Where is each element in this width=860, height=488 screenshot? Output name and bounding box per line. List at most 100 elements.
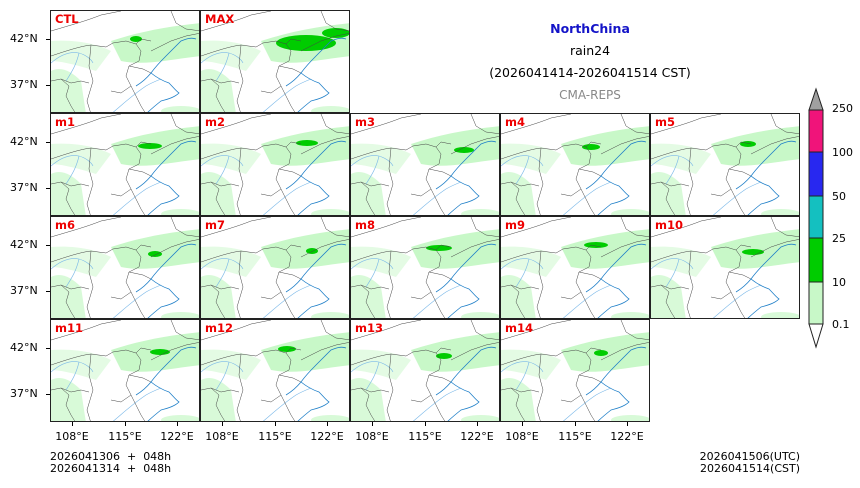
y-tick-label: 42°N: [10, 341, 38, 354]
precip-map: [501, 114, 649, 215]
valid-cst: 2026041514(CST): [700, 462, 800, 475]
y-tick-mark: [46, 291, 50, 292]
period-title: (2026041414-2026041514 CST): [489, 65, 691, 80]
panel-label: m8: [355, 218, 375, 232]
panel-label: m14: [505, 321, 533, 335]
region-title: NorthChina: [550, 21, 630, 36]
panel-label: m4: [505, 115, 525, 129]
valid-time: 2026041506(UTC) 2026041514(CST): [690, 451, 800, 475]
map-panel-m14: m14: [500, 319, 650, 422]
y-tick-mark: [46, 188, 50, 189]
title-block: NorthChina rain24 (2026041414-2026041514…: [440, 18, 740, 106]
precip-map: [51, 114, 199, 215]
variable-title: rain24: [569, 43, 611, 58]
precip-map: [501, 217, 649, 318]
y-tick-mark: [46, 394, 50, 395]
panel-label: m12: [205, 321, 233, 335]
panel-label: m3: [355, 115, 375, 129]
panel-label: m7: [205, 218, 225, 232]
colorbar-graphic: [808, 87, 824, 349]
init-time: 2026041306 + 048h 2026041314 + 048h: [50, 451, 171, 475]
x-tick-mark: [275, 422, 276, 426]
x-tick-mark: [72, 422, 73, 426]
precip-map: [201, 11, 349, 112]
y-tick-label: 37°N: [10, 284, 38, 297]
precip-map: [51, 11, 199, 112]
colorbar-label-25: 25: [832, 232, 846, 245]
panel-label: CTL: [55, 12, 79, 26]
colorbar-label-10: 10: [832, 276, 846, 289]
precip-map: [351, 217, 499, 318]
x-tick-label: 108°E: [55, 430, 89, 443]
x-tick-label: 122°E: [310, 430, 344, 443]
x-tick-label: 108°E: [355, 430, 389, 443]
x-tick-mark: [372, 422, 373, 426]
colorbar-label-250: 250: [832, 102, 853, 115]
x-tick-label: 122°E: [610, 430, 644, 443]
x-tick-label: 115°E: [258, 430, 292, 443]
model-title: CMA-REPS: [559, 88, 621, 102]
y-tick-mark: [46, 245, 50, 246]
map-panel-m7: m7: [200, 216, 350, 319]
map-panel-max: MAX: [200, 10, 350, 113]
panel-label: m5: [655, 115, 675, 129]
precip-map: [201, 114, 349, 215]
x-tick-mark: [627, 422, 628, 426]
init-cst: 2026041314 + 048h: [50, 462, 172, 475]
x-tick-label: 108°E: [205, 430, 239, 443]
map-panel-m13: m13: [350, 319, 500, 422]
x-tick-mark: [222, 422, 223, 426]
colorbar-label-50: 50: [832, 190, 846, 203]
precip-map: [51, 217, 199, 318]
y-tick-label: 42°N: [10, 135, 38, 148]
panel-label: MAX: [205, 12, 235, 26]
y-tick-label: 37°N: [10, 181, 38, 194]
map-panel-m6: m6: [50, 216, 200, 319]
x-tick-label: 108°E: [505, 430, 539, 443]
precip-map: [51, 320, 199, 421]
valid-utc: 2026041506(UTC): [699, 450, 800, 463]
y-tick-mark: [46, 39, 50, 40]
x-tick-label: 122°E: [460, 430, 494, 443]
map-panel-ctl: CTL: [50, 10, 200, 113]
y-tick-mark: [46, 85, 50, 86]
x-tick-label: 115°E: [558, 430, 592, 443]
y-tick-label: 37°N: [10, 387, 38, 400]
x-tick-mark: [477, 422, 478, 426]
y-tick-mark: [46, 142, 50, 143]
map-panel-m2: m2: [200, 113, 350, 216]
colorbar-label-100: 100: [832, 146, 853, 159]
panel-label: m10: [655, 218, 683, 232]
y-tick-label: 42°N: [10, 238, 38, 251]
x-tick-mark: [177, 422, 178, 426]
precip-map: [351, 114, 499, 215]
y-tick-mark: [46, 348, 50, 349]
map-panel-m11: m11: [50, 319, 200, 422]
map-panel-m10: m10: [650, 216, 800, 319]
panel-label: m11: [55, 321, 83, 335]
precip-map: [201, 217, 349, 318]
map-panel-m3: m3: [350, 113, 500, 216]
panel-label: m1: [55, 115, 75, 129]
precip-map: [201, 320, 349, 421]
precip-map: [651, 114, 799, 215]
map-panel-m8: m8: [350, 216, 500, 319]
precip-map: [351, 320, 499, 421]
x-tick-mark: [522, 422, 523, 426]
y-tick-label: 37°N: [10, 78, 38, 91]
panel-label: m2: [205, 115, 225, 129]
panel-label: m13: [355, 321, 383, 335]
init-utc: 2026041306 + 048h: [50, 450, 172, 463]
map-panel-m1: m1: [50, 113, 200, 216]
y-tick-label: 42°N: [10, 32, 38, 45]
x-tick-label: 115°E: [408, 430, 442, 443]
map-panel-m4: m4: [500, 113, 650, 216]
x-tick-mark: [575, 422, 576, 426]
panel-label: m9: [505, 218, 525, 232]
map-panel-m12: m12: [200, 319, 350, 422]
x-tick-mark: [425, 422, 426, 426]
map-panel-m9: m9: [500, 216, 650, 319]
precip-map: [651, 217, 799, 318]
x-tick-label: 115°E: [108, 430, 142, 443]
colorbar-label-0.1: 0.1: [832, 318, 850, 331]
